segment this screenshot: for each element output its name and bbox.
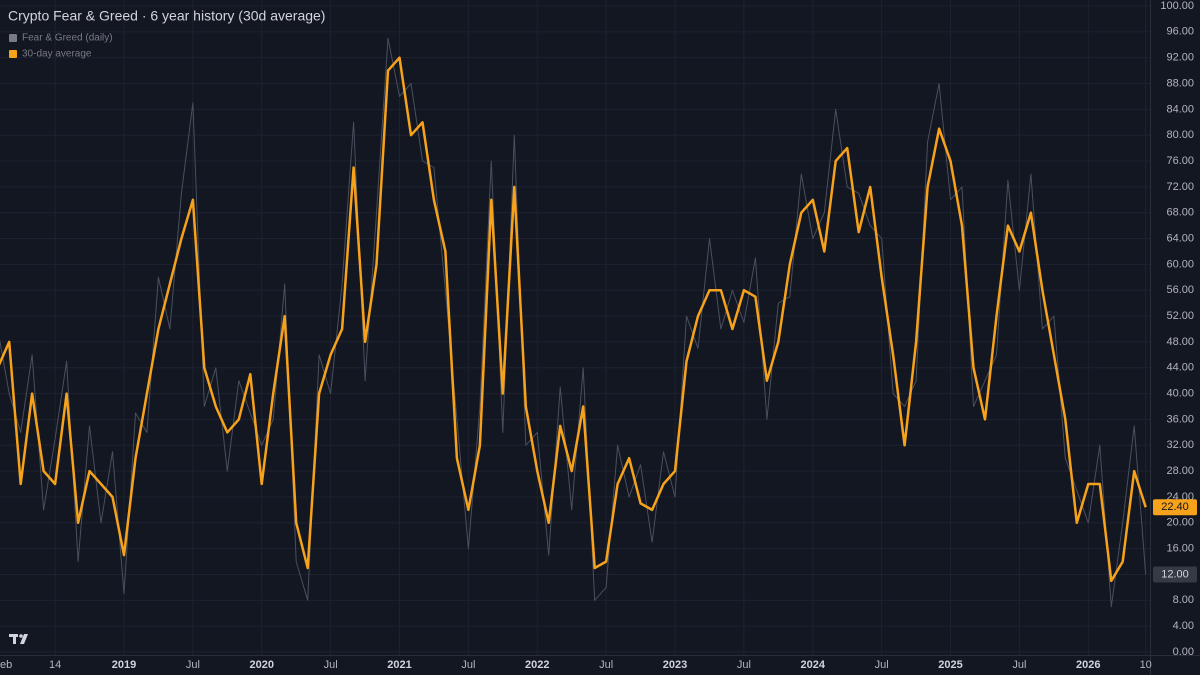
legend-label: 30-day average (22, 49, 92, 60)
series-line (0, 56, 1147, 583)
y-tick-label: 76.00 (1166, 155, 1194, 167)
y-tick-label: 40.00 (1166, 388, 1194, 400)
y-tick-label: 28.00 (1166, 465, 1194, 477)
y-tick-label: 68.00 (1166, 207, 1194, 219)
x-tick-label: eb (0, 659, 12, 671)
y-tick-label: 92.00 (1166, 52, 1194, 64)
x-tick-label: Jul (599, 659, 613, 671)
x-tick-label: 2020 (249, 659, 273, 671)
chart-title: Crypto Fear & Greed · 6 year history (30… (8, 8, 325, 24)
legend-swatch (9, 34, 17, 42)
x-tick-label: 2024 (801, 659, 826, 671)
y-tick-label: 52.00 (1166, 310, 1194, 322)
x-tick-label: 2023 (663, 659, 687, 671)
x-tick-label: 14 (49, 659, 61, 671)
x-tick-label: 2019 (112, 659, 136, 671)
y-tick-label: 4.00 (1173, 620, 1194, 632)
logo (9, 634, 28, 644)
x-tick-label: 2021 (387, 659, 411, 671)
y-tick-label: 100.00 (1160, 0, 1194, 12)
x-tick-label: Jul (186, 659, 200, 671)
legend-swatch (9, 50, 17, 58)
grid (0, 0, 1150, 655)
y-tick-label: 60.00 (1166, 258, 1194, 270)
price-label: 22.40 (1161, 501, 1189, 513)
x-tick-label: Jul (1012, 659, 1026, 671)
x-tick-label: 2022 (525, 659, 549, 671)
x-tick-label: Jul (875, 659, 889, 671)
y-tick-label: 84.00 (1166, 103, 1194, 115)
x-tick-label: Jul (461, 659, 475, 671)
y-tick-label: 80.00 (1166, 129, 1194, 141)
plot (0, 37, 1147, 608)
series-line (0, 37, 1147, 608)
y-tick-label: 16.00 (1166, 543, 1194, 555)
y-tick-label: 32.00 (1166, 439, 1194, 451)
y-tick-label: 20.00 (1166, 517, 1194, 529)
price-label-box (1153, 499, 1197, 516)
y-tick-label: 8.00 (1173, 594, 1194, 606)
y-tick-label: 44.00 (1166, 362, 1194, 374)
y-tick-label: 56.00 (1166, 284, 1194, 296)
y-tick-label: 48.00 (1166, 336, 1194, 348)
y-tick-label: 88.00 (1166, 77, 1194, 89)
y-tick-label: 96.00 (1166, 26, 1194, 38)
legend: Fear & Greed (daily) 30-day average (9, 33, 113, 60)
x-tick-label: Jul (324, 659, 338, 671)
x-tick-label: 10 (1140, 659, 1152, 671)
y-tick-label: 36.00 (1166, 413, 1194, 425)
y-tick-label: 64.00 (1166, 232, 1194, 244)
y-tick-label: 0.00 (1173, 646, 1194, 658)
x-tick-label: 2025 (938, 659, 962, 671)
x-tick-label: Jul (737, 659, 751, 671)
price-label: 12.00 (1161, 568, 1189, 580)
y-tick-label: 72.00 (1166, 181, 1194, 193)
x-tick-label: 2026 (1076, 659, 1100, 671)
legend-label: Fear & Greed (daily) (22, 33, 113, 44)
price-label-box (1153, 566, 1197, 583)
